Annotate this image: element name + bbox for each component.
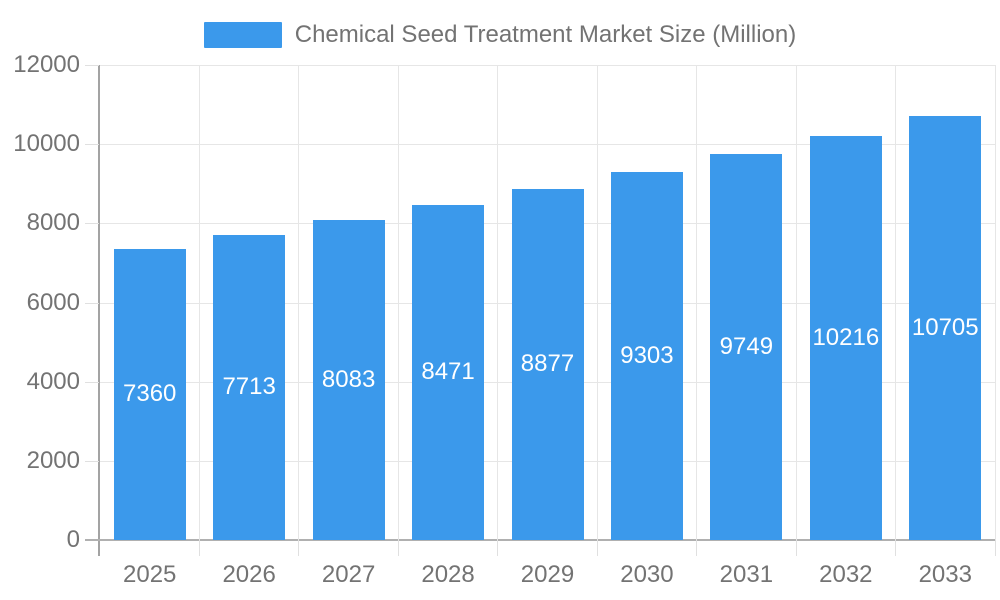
v-gridline xyxy=(696,65,698,540)
bar-2031: 9749 xyxy=(710,154,783,540)
x-tick-mark xyxy=(397,540,399,556)
bar-2030: 9303 xyxy=(610,171,683,540)
v-gridline xyxy=(596,65,598,540)
y-tick-label: 4000 xyxy=(26,367,80,395)
x-tick-label: 2029 xyxy=(520,561,575,588)
x-tick-mark xyxy=(696,540,698,556)
v-gridline xyxy=(198,65,200,540)
y-tick-label: 12000 xyxy=(13,51,80,78)
h-gridline xyxy=(100,144,995,146)
y-tick-label: 0 xyxy=(66,526,80,553)
y-tick-mark xyxy=(85,223,99,225)
y-tick-label: 2000 xyxy=(26,446,80,474)
x-tick-label: 2032 xyxy=(819,561,873,588)
y-tick-mark xyxy=(85,144,99,146)
bar-2027: 8083 xyxy=(312,220,385,540)
h-gridline xyxy=(100,65,995,66)
y-axis-line xyxy=(98,65,100,556)
x-tick-label: 2033 xyxy=(918,561,972,588)
x-tick-mark xyxy=(596,540,598,556)
x-axis-line xyxy=(85,539,995,541)
bar-2033: 10705 xyxy=(909,116,982,540)
v-gridline xyxy=(497,65,499,540)
bar-value-label: 10216 xyxy=(812,323,880,351)
bar-2029: 8877 xyxy=(511,188,584,540)
bar-2026: 7713 xyxy=(213,234,286,540)
legend-swatch-icon xyxy=(203,22,282,48)
y-tick-label: 6000 xyxy=(26,288,80,316)
v-gridline xyxy=(895,65,897,540)
v-gridline xyxy=(795,65,797,540)
x-tick-label: 2025 xyxy=(123,561,177,588)
bar-value-label: 8471 xyxy=(421,358,475,386)
bar-value-label: 7360 xyxy=(123,380,177,408)
x-tick-mark xyxy=(497,540,499,556)
bar-2032: 10216 xyxy=(809,135,882,540)
bar-value-label: 10705 xyxy=(911,314,979,342)
x-tick-mark xyxy=(198,540,200,556)
x-tick-label: 2031 xyxy=(719,561,774,588)
x-tick-label: 2030 xyxy=(620,561,674,588)
bar-value-label: 8083 xyxy=(321,366,376,394)
x-tick-mark xyxy=(795,540,797,556)
v-gridline xyxy=(298,65,300,540)
x-tick-mark xyxy=(994,540,996,556)
x-tick-mark xyxy=(298,540,300,556)
x-tick-mark xyxy=(895,540,897,556)
x-tick-label: 2026 xyxy=(222,561,276,588)
bar-value-label: 9303 xyxy=(620,341,674,369)
v-gridline xyxy=(994,65,996,540)
bar-value-label: 9749 xyxy=(719,333,774,361)
bar-value-label: 7713 xyxy=(222,373,276,401)
y-tick-label: 8000 xyxy=(26,209,80,237)
x-tick-label: 2028 xyxy=(421,561,475,588)
chart-legend[interactable]: Chemical Seed Treatment Market Size (Mil… xyxy=(0,20,1000,50)
y-tick-mark xyxy=(85,65,99,66)
v-gridline xyxy=(397,65,399,540)
bar-value-label: 8877 xyxy=(520,350,575,378)
bar-2025: 7360 xyxy=(113,248,186,540)
bar-2028: 8471 xyxy=(412,204,485,540)
y-tick-mark xyxy=(85,381,99,383)
plot-area: 7360 7713 8083 8471 8877 9303 9749 10216 10705 xyxy=(85,65,996,556)
x-tick-label: 2027 xyxy=(321,561,376,588)
y-tick-mark xyxy=(85,302,99,304)
legend-label: Chemical Seed Treatment Market Size (Mil… xyxy=(294,21,797,48)
y-tick-label: 10000 xyxy=(13,130,80,158)
y-tick-mark xyxy=(85,460,99,462)
